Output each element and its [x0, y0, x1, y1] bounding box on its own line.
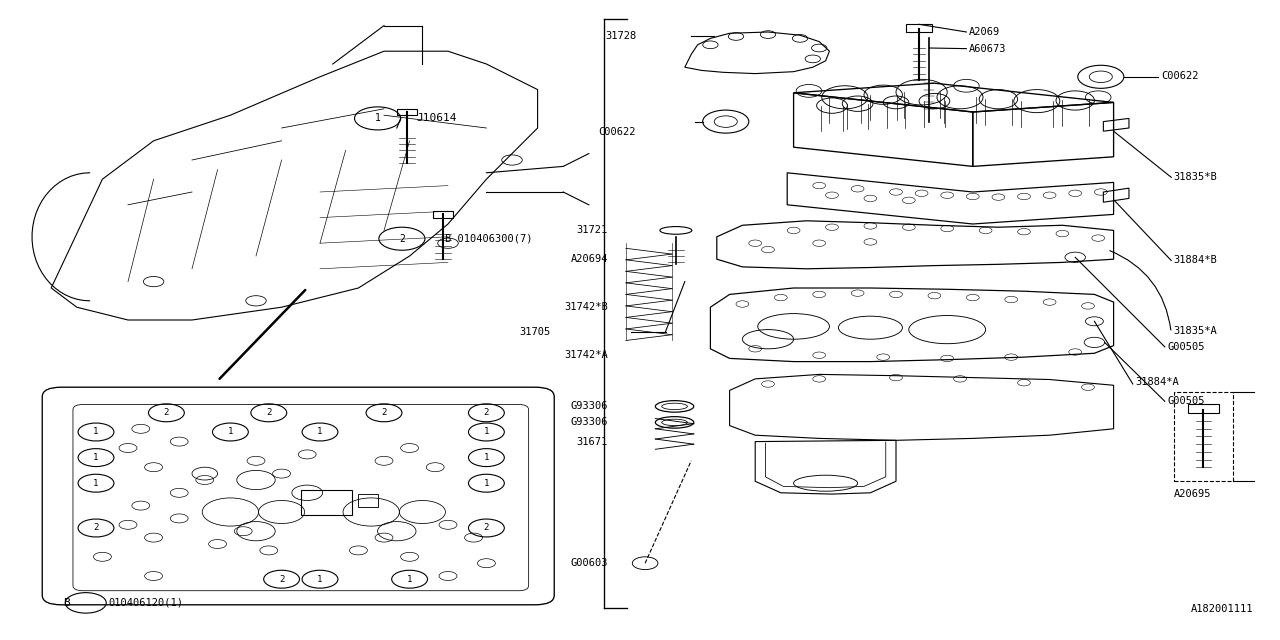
Text: 31884*B: 31884*B — [1174, 255, 1217, 266]
Text: 31835*A: 31835*A — [1174, 326, 1217, 336]
Text: 2: 2 — [484, 524, 489, 532]
Text: J10614: J10614 — [416, 113, 457, 124]
Text: 1: 1 — [317, 428, 323, 436]
Text: 31835*B: 31835*B — [1174, 172, 1217, 182]
Text: 2: 2 — [279, 575, 284, 584]
Text: A182001111: A182001111 — [1190, 604, 1253, 614]
Text: G00505: G00505 — [1167, 396, 1204, 406]
Text: 1: 1 — [228, 428, 233, 436]
Text: 2: 2 — [164, 408, 169, 417]
Text: G00603: G00603 — [571, 558, 608, 568]
Text: 010406120(1): 010406120(1) — [109, 598, 184, 608]
Text: 31884*A: 31884*A — [1135, 377, 1179, 387]
Text: 1: 1 — [407, 575, 412, 584]
Text: 1: 1 — [93, 479, 99, 488]
Text: C00622: C00622 — [1161, 70, 1198, 81]
Text: A20694: A20694 — [571, 254, 608, 264]
Text: A2069: A2069 — [969, 27, 1000, 37]
Text: 1: 1 — [317, 575, 323, 584]
Text: 31721: 31721 — [577, 225, 608, 236]
Text: 31671: 31671 — [577, 436, 608, 447]
Text: 31705: 31705 — [520, 326, 550, 337]
Text: A20695: A20695 — [1174, 489, 1211, 499]
Text: G93306: G93306 — [571, 401, 608, 412]
Text: 2: 2 — [266, 408, 271, 417]
Text: G93306: G93306 — [571, 417, 608, 428]
Text: 2: 2 — [381, 408, 387, 417]
Text: A60673: A60673 — [969, 44, 1006, 54]
Text: 1: 1 — [93, 453, 99, 462]
Text: 2: 2 — [484, 408, 489, 417]
Text: 1: 1 — [484, 453, 489, 462]
Text: B 010406300(7): B 010406300(7) — [445, 234, 532, 244]
Text: 31742*B: 31742*B — [564, 302, 608, 312]
Text: G00505: G00505 — [1167, 342, 1204, 352]
Text: 1: 1 — [375, 113, 380, 124]
Text: 1: 1 — [484, 479, 489, 488]
Text: 2: 2 — [399, 234, 404, 244]
Text: 31728: 31728 — [605, 31, 636, 42]
Text: 2: 2 — [93, 524, 99, 532]
Text: 1: 1 — [484, 428, 489, 436]
Text: C00622: C00622 — [599, 127, 636, 138]
Text: B: B — [63, 598, 70, 608]
Text: 1: 1 — [93, 428, 99, 436]
Text: 31742*A: 31742*A — [564, 350, 608, 360]
